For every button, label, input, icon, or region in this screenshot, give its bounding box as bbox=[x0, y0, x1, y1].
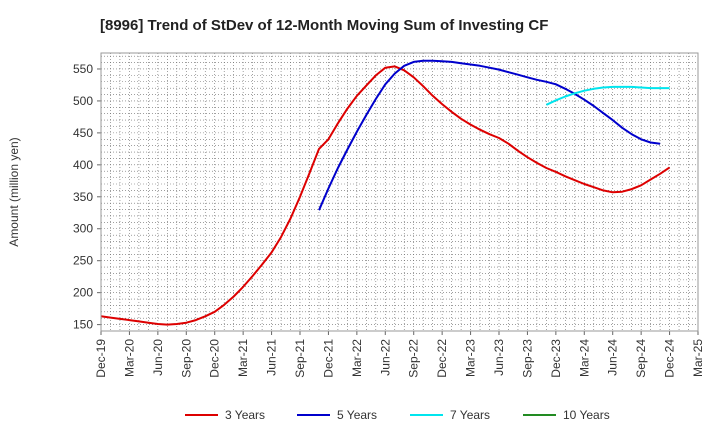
x-tick-label: Sep-22 bbox=[407, 339, 421, 378]
x-axis-ticks: Dec-19 Mar-20 Jun-20 Sep-20 Dec-20 Mar-21 Jun-… bbox=[94, 331, 705, 378]
x-tick-label: Mar-21 bbox=[236, 339, 250, 377]
x-tick-label: Dec-19 bbox=[94, 339, 108, 378]
y-tick-label: 500 bbox=[73, 94, 93, 108]
y-tick-label: 450 bbox=[73, 126, 93, 140]
legend-label-1: 5 Years bbox=[337, 408, 377, 422]
x-tick-label: Mar-23 bbox=[464, 339, 478, 377]
y-tick-label: 200 bbox=[73, 286, 93, 300]
y-tick-label: 550 bbox=[73, 62, 93, 76]
x-tick-label: Dec-22 bbox=[435, 339, 449, 378]
legend-label-0: 3 Years bbox=[225, 408, 265, 422]
x-tick-label: Sep-23 bbox=[520, 339, 534, 378]
x-tick-label: Jun-21 bbox=[265, 339, 279, 376]
x-tick-label: Sep-21 bbox=[293, 339, 307, 378]
y-tick-label: 300 bbox=[73, 222, 93, 236]
y-tick-label: 350 bbox=[73, 190, 93, 204]
x-tick-label: Dec-23 bbox=[549, 339, 563, 378]
x-tick-label: Jun-24 bbox=[606, 339, 620, 376]
y-tick-label: 150 bbox=[73, 318, 93, 332]
y-tick-label: 400 bbox=[73, 158, 93, 172]
x-tick-label: Mar-20 bbox=[122, 339, 136, 377]
x-tick-label: Jun-23 bbox=[492, 339, 506, 376]
x-tick-label: Sep-24 bbox=[634, 339, 648, 378]
legend-label-2: 7 Years bbox=[450, 408, 490, 422]
y-axis-ticks: 150 200 250 300 350 400 450 500 550 bbox=[73, 62, 101, 332]
x-tick-label: Dec-21 bbox=[321, 339, 335, 378]
series-line-1 bbox=[318, 59, 661, 211]
legend-label-3: 10 Years bbox=[563, 408, 610, 422]
grid bbox=[100, 53, 699, 332]
x-tick-label: Mar-25 bbox=[691, 339, 705, 377]
series-line-2 bbox=[545, 85, 670, 106]
plot-frame bbox=[100, 52, 699, 332]
series-lines bbox=[100, 59, 671, 326]
x-tick-label: Jun-22 bbox=[378, 339, 392, 376]
x-tick-label: Sep-20 bbox=[179, 339, 193, 378]
x-tick-label: Dec-24 bbox=[663, 339, 677, 378]
chart-title: [8996] Trend of StDev of 12-Month Moving… bbox=[100, 17, 548, 34]
y-tick-label: 250 bbox=[73, 254, 93, 268]
x-tick-label: Mar-22 bbox=[350, 339, 364, 377]
series-line-0 bbox=[100, 65, 671, 326]
x-tick-label: Jun-20 bbox=[151, 339, 165, 376]
legend: 3 Years 5 Years 7 Years 10 Years bbox=[185, 408, 610, 422]
x-tick-label: Mar-24 bbox=[577, 339, 591, 377]
x-tick-label: Dec-20 bbox=[208, 339, 222, 378]
y-axis-label: Amount (million yen) bbox=[7, 137, 21, 246]
